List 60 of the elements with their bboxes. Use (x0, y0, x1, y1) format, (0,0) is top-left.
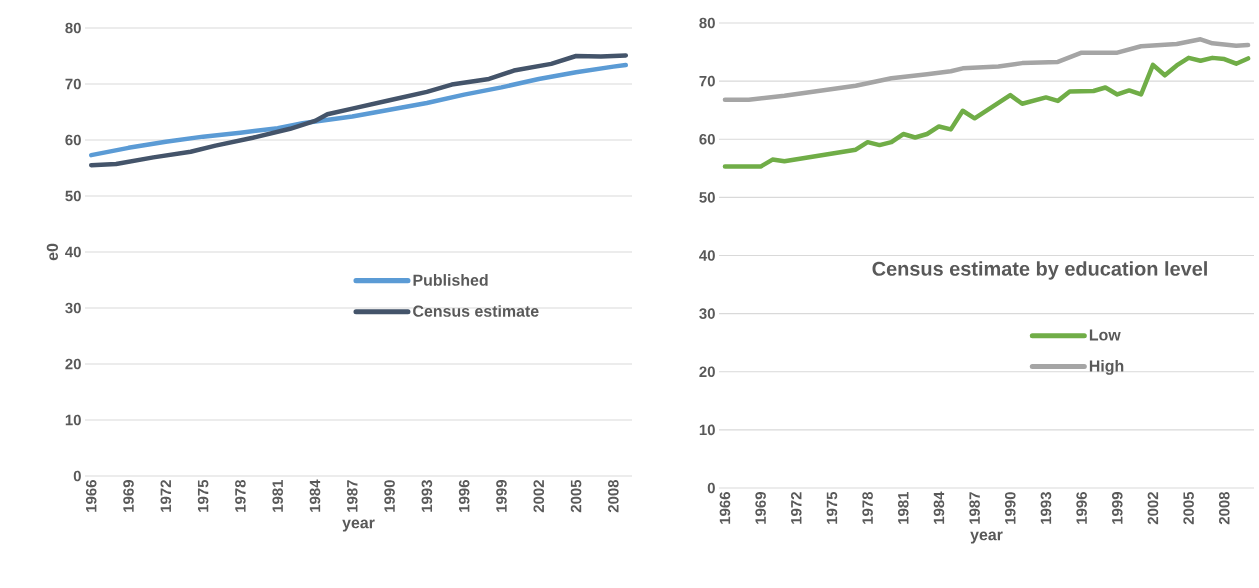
legend-label: High (1089, 359, 1124, 375)
x-tick-label: 2005 (1183, 491, 1194, 525)
y-tick-label: 50 (65, 190, 81, 202)
y-tick-label: 60 (65, 134, 81, 146)
y-tick-label: 20 (65, 358, 81, 370)
y-tick-label: 70 (699, 75, 715, 87)
legend-label: Published (413, 274, 488, 286)
y-tick-label: 70 (65, 78, 81, 90)
x-tick-label: 1984 (309, 479, 321, 512)
x-tick-label: 1966 (719, 492, 731, 524)
x-tick-label: 1999 (1112, 492, 1123, 524)
x-tick-label: 1990 (1005, 492, 1016, 524)
x-tick-label: 1981 (897, 491, 909, 524)
x-tick-label: 1972 (160, 480, 172, 512)
x-tick-label: 1969 (123, 480, 134, 512)
line-series (722, 55, 1251, 169)
x-tick-label: 1978 (235, 479, 246, 512)
y-tick-label: 30 (699, 308, 715, 319)
x-tick-label: 1987 (346, 480, 358, 512)
x-axis-title: year (342, 519, 375, 532)
y-tick-label: 50 (699, 192, 715, 203)
x-tick-label: 1969 (755, 492, 766, 524)
x-tick-label: 2002 (533, 480, 545, 513)
y-tick-label: 0 (73, 470, 81, 482)
y-axis-title: e0 (46, 243, 59, 261)
x-tick-label: 1999 (496, 480, 507, 512)
x-tick-label: 1984 (933, 491, 945, 524)
y-tick-label: 40 (699, 250, 715, 261)
x-tick-label: 1978 (862, 491, 873, 524)
line-series (88, 62, 629, 158)
x-tick-label: 2008 (1219, 491, 1230, 525)
x-tick-label: 2005 (570, 479, 582, 513)
y-tick-label: 60 (699, 133, 715, 145)
line-series (88, 53, 629, 168)
y-tick-label: 10 (699, 424, 715, 436)
text: Census estimate by education level (872, 261, 1207, 280)
x-axis-title: year (970, 531, 1003, 544)
x-tick-label: 1990 (384, 480, 395, 512)
legend-label: Census estimate (413, 305, 539, 317)
x-tick-label: 1972 (790, 492, 802, 524)
x-tick-label: 1996 (1076, 492, 1087, 524)
x-tick-label: 2008 (608, 479, 619, 513)
x-tick-label: 1975 (197, 479, 209, 512)
x-tick-label: 2002 (1147, 492, 1159, 525)
x-tick-label: 1993 (1040, 492, 1052, 524)
legend-label: Low (1089, 329, 1121, 341)
line-series (722, 37, 1251, 102)
y-tick-label: 10 (65, 414, 81, 426)
y-tick-label: 80 (65, 22, 81, 34)
x-tick-label: 1975 (826, 491, 838, 524)
y-tick-label: 80 (699, 17, 715, 29)
y-tick-label: 40 (65, 246, 81, 258)
x-tick-label: 1981 (272, 479, 283, 512)
x-tick-label: 1966 (85, 480, 97, 512)
y-tick-label: 30 (65, 302, 81, 314)
y-tick-label: 0 (707, 482, 715, 494)
x-tick-label: 1996 (458, 480, 470, 512)
x-tick-label: 1993 (421, 480, 433, 512)
x-tick-label: 1987 (969, 492, 980, 524)
y-tick-label: 20 (699, 366, 715, 378)
